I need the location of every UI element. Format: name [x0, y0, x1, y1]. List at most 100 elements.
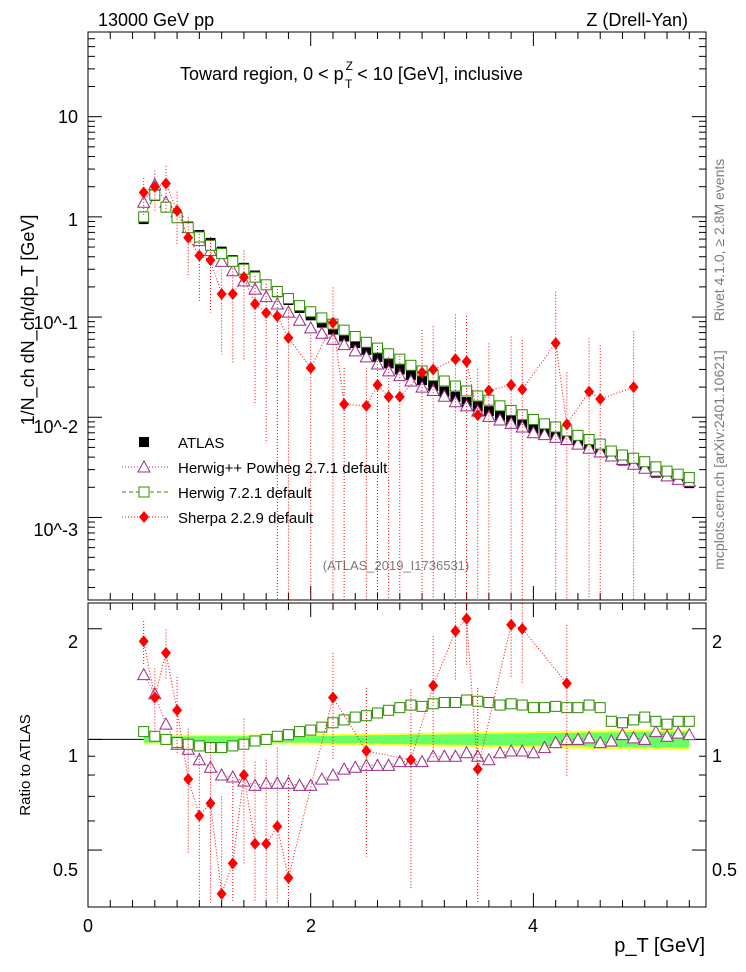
point-atlas [372, 351, 383, 362]
point-herwig7 [583, 433, 595, 445]
point-sherpa [361, 399, 372, 412]
point-herwig7 [294, 300, 306, 312]
point-herwig7 [282, 293, 294, 305]
ratio-point-herwigpp [582, 730, 596, 744]
main-y-axis [88, 31, 706, 588]
point-sherpa [272, 310, 283, 323]
ratio-point-herwigpp [537, 740, 552, 754]
rivet-version: Rivet 4.1.0, ≥ 2.8M events [711, 159, 727, 322]
point-herwig7 [494, 400, 506, 412]
ratio-point-herwig7 [572, 702, 584, 714]
ratio-point-herwigpp [392, 754, 407, 768]
ratio-point-herwig7 [438, 697, 450, 709]
main-y-label: 1/N_ch dN_ch/dp_T [GeV] [18, 215, 39, 426]
point-herwig7 [372, 342, 384, 354]
ratio-point-herwig7 [494, 699, 506, 711]
ratio-point-herwig7 [282, 729, 294, 741]
ratio-point-herwigpp [626, 730, 641, 744]
point-sherpa [327, 316, 338, 329]
point-sherpa [339, 398, 350, 411]
ratio-series-herwigpp [136, 667, 697, 791]
ratio-point-herwig7 [516, 699, 528, 711]
ratio-point-herwig7 [628, 714, 640, 726]
x-tick-label-2: 2 [306, 916, 316, 936]
point-herwig7 [383, 348, 395, 360]
ratio-point-herwig7 [550, 700, 562, 712]
point-herwigpp [571, 437, 585, 450]
ratio-point-sherpa [216, 887, 227, 900]
point-sherpa [394, 390, 405, 403]
point-herwig7 [683, 472, 695, 484]
ratio-point-herwigpp [504, 743, 518, 757]
x-tick-labels: 0 2 4 [83, 916, 538, 936]
ratio-point-herwig7 [539, 702, 551, 714]
ratio-point-herwigpp [292, 778, 307, 791]
ratio-point-sherpa [517, 622, 528, 635]
ratio-point-sherpa [138, 635, 149, 648]
point-sherpa [372, 378, 383, 391]
ratio-point-herwig7 [238, 738, 250, 750]
ratio-point-herwig7 [616, 717, 628, 729]
point-herwig7 [316, 312, 328, 324]
point-sherpa [461, 355, 472, 368]
ratio-point-herwig7 [416, 700, 428, 712]
point-sherpa [250, 298, 261, 311]
point-herwig7 [227, 255, 239, 267]
ratio-point-herwig7 [160, 733, 172, 745]
ratio-point-herwigpp [225, 769, 240, 783]
ratio-point-herwigpp [593, 735, 608, 749]
series-line-herwigpp [143, 183, 690, 482]
point-sherpa [417, 366, 428, 379]
ratio-point-herwigpp [515, 743, 530, 757]
ratio-point-herwigpp [326, 767, 340, 781]
ratio-point-herwig7 [527, 702, 539, 714]
point-herwig7 [505, 404, 517, 416]
ratio-point-herwigpp [214, 767, 229, 781]
series-line-sherpa [143, 182, 634, 426]
legend-marker-herwigpp [137, 459, 151, 473]
ratio-point-sherpa [361, 744, 372, 757]
point-sherpa [261, 306, 272, 319]
ratio-point-herwig7 [483, 697, 495, 709]
ratio-point-herwigpp [660, 729, 674, 742]
ratio-point-sherpa [238, 769, 249, 782]
point-herwigpp [493, 412, 507, 426]
x-tick-label-0: 0 [83, 916, 93, 936]
point-sherpa [160, 177, 171, 190]
ratio-point-sherpa [172, 704, 183, 717]
ratio-point-herwig7 [305, 724, 317, 736]
ratio-point-herwig7 [260, 733, 272, 745]
point-herwig7 [204, 239, 216, 251]
series-line-herwig7 [143, 194, 690, 479]
point-herwig7 [661, 465, 673, 477]
point-herwigpp [292, 313, 307, 326]
ratio-point-herwigpp [637, 732, 652, 745]
ratio-point-herwig7 [505, 698, 517, 710]
legend-item-sherpa: Sherpa 2.2.9 default [122, 510, 314, 527]
ratio-point-herwigpp [526, 745, 541, 759]
point-herwigpp [504, 416, 518, 429]
ratio-point-herwigpp [348, 760, 363, 773]
ratio-point-herwigpp [337, 762, 351, 775]
point-sherpa [172, 204, 183, 217]
point-herwigpp [515, 419, 530, 433]
point-herwig7 [605, 445, 617, 457]
main-title-sup: Z [346, 59, 353, 73]
ratio-point-herwigpp [136, 667, 151, 681]
analysis-watermark: (ATLAS_2019_I1736531) [323, 558, 469, 573]
point-herwigpp [404, 373, 418, 387]
point-sherpa [183, 231, 194, 244]
ratio-point-herwig7 [193, 740, 205, 752]
point-herwig7 [349, 330, 361, 342]
point-sherpa [584, 385, 595, 398]
legend-marker-atlas [139, 437, 149, 447]
point-herwig7 [305, 306, 317, 318]
ratio-point-herwig7 [461, 694, 473, 706]
point-sherpa [428, 363, 439, 376]
ratio-point-sherpa [149, 691, 160, 704]
legend-marker-herwig7 [138, 486, 150, 498]
ratio-point-sherpa [327, 691, 338, 704]
ratio-point-sherpa [194, 809, 205, 822]
ratio-point-herwigpp [459, 745, 474, 759]
